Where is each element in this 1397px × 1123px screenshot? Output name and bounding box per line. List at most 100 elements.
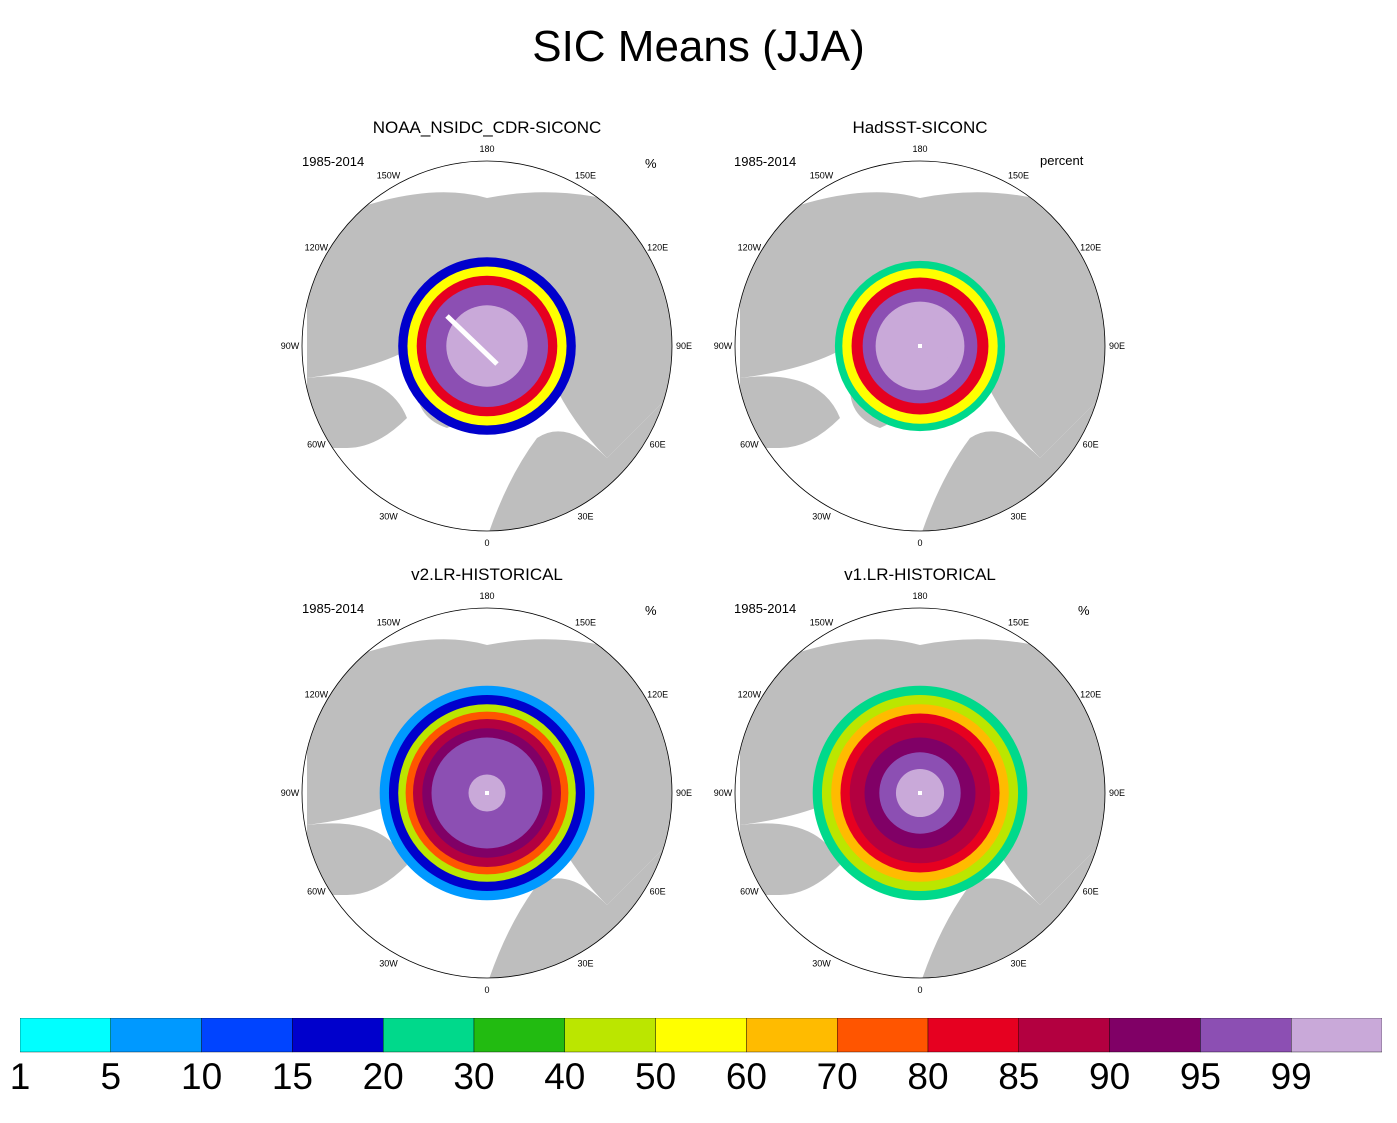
land-western-landmass [307,376,407,448]
colorbar [20,1018,1382,1053]
colorbar-bin [1109,1018,1201,1053]
panel-title: NOAA_NSIDC_CDR-SICONC [372,118,602,137]
longitude-label: 90E [676,341,692,351]
colorbar-tick-label: 50 [635,1056,677,1097]
longitude-label: 30W [812,512,831,522]
longitude-label: 150E [575,170,596,180]
longitude-label: 30E [1010,512,1026,522]
colorbar-bin [1290,1018,1382,1053]
map-clip-group [302,161,672,531]
land-western-landmass [740,376,840,448]
longitude-label: 30W [379,512,398,522]
longitude-label: 120W [738,690,762,700]
colorbar-tick-label: 99 [1270,1056,1312,1097]
map-boundary [734,160,1106,532]
map-boundary [301,607,673,979]
polar-map: 180 150E 120E 90E 60E 30E 0 30W 60W 90W 120W 150W [281,591,692,995]
longitude-label: 90E [1109,341,1125,351]
colorbar-tick-label: 10 [181,1056,223,1097]
colorbar-tick-label: 70 [816,1056,858,1097]
longitude-label: 60W [307,440,326,450]
longitude-label: 30E [577,959,593,969]
colorbar-bin [1018,1018,1110,1053]
map-panel-hadsst: HadSST-SICONC 1985-2014 percent 180 150E 1… [700,118,1140,563]
colorbar-bin [20,1018,112,1053]
colorbar-tick-label: 90 [1089,1056,1131,1097]
panel-title: v1.LR-HISTORICAL [844,565,996,584]
colorbar-bin [473,1018,566,1053]
longitude-label: 150W [810,170,834,180]
colorbar-labels: 1 5 10 15 20 30 40 50 60 70 80 85 90 95 99 [0,1056,1397,1106]
longitude-label: 30W [379,959,398,969]
longitude-label: 120E [1080,690,1101,700]
map-clip-group [735,608,1105,978]
longitude-label: 90E [1109,788,1125,798]
land-western-landmass [740,823,840,895]
longitude-label: 180 [912,144,927,154]
sea-ice-contour-99 [446,305,528,387]
polar-map: 180 150E 120E 90E 60E 30E 0 30W 60W 90W 120W 150W [281,144,692,548]
colorbar-tick-label: 15 [271,1056,313,1097]
colorbar-bin [927,1018,1020,1053]
longitude-label: 150E [1008,617,1029,627]
longitude-label: 150W [377,617,401,627]
longitude-label: 150E [575,617,596,627]
longitude-label: 30W [812,959,831,969]
longitude-label: 150E [1008,170,1029,180]
colorbar-tick-label: 80 [907,1056,949,1097]
longitude-label: 150W [377,170,401,180]
panel-units: % [645,603,657,618]
land-northern-continents [740,192,1105,458]
chart-title: SIC Means (JJA) [532,22,865,71]
panel-period: 1985-2014 [302,601,365,616]
colorbar-bin [564,1018,656,1053]
land-northern-continents [740,639,1105,905]
panel-units: % [1078,603,1090,618]
longitude-label: 60W [307,887,326,897]
colorbar-bin [383,1018,475,1053]
longitude-label: 120E [647,690,668,700]
colorbar-tick-label: 40 [544,1056,586,1097]
panel-title: HadSST-SICONC [852,118,988,137]
pole-hole [485,791,489,795]
longitude-label: 150W [810,617,834,627]
longitude-label: 90W [281,788,300,798]
longitude-label: 60W [740,887,759,897]
longitude-label: 60W [740,440,759,450]
longitude-label: 60E [650,887,666,897]
colorbar-tick-label: 30 [453,1056,495,1097]
longitude-label: 90E [676,788,692,798]
colorbar-tick-label: 60 [725,1056,767,1097]
longitude-label: 180 [912,591,927,601]
longitude-label: 180 [479,591,494,601]
longitude-label: 0 [917,538,922,548]
longitude-label: 0 [484,985,489,995]
panel-period: 1985-2014 [734,154,797,169]
map-boundary [734,607,1106,979]
colorbar-tick-label: 95 [1179,1056,1221,1097]
colorbar-bin [837,1018,929,1053]
panel-units: % [645,156,657,171]
map-boundary [301,160,673,532]
map-panel-noaa: NOAA_NSIDC_CDR-SICONC 1985-2014 % 180 150… [267,118,707,563]
panel-title: v2.LR-HISTORICAL [411,565,563,584]
longitude-label: 90W [714,788,733,798]
longitude-label: 60E [650,440,666,450]
colorbar-tick-label: 85 [998,1056,1040,1097]
longitude-label: 60E [1083,887,1099,897]
land-northern-continents [307,192,672,458]
longitude-label: 30E [577,512,593,522]
map-clip-group [302,608,672,978]
land-western-landmass [307,823,407,895]
colorbar-bin [746,1018,838,1053]
longitude-label: 120E [1080,243,1101,253]
colorbar-bin [292,1018,384,1053]
panel-period: 1985-2014 [734,601,797,616]
colorbar-bin [110,1018,202,1053]
map-panel-v2: v2.LR-HISTORICAL 1985-2014 % 180 150E 120E… [267,565,707,1010]
polar-map: 180 150E 120E 90E 60E 30E 0 30W 60W 90W 120W 150W [714,591,1125,995]
longitude-label: 0 [917,985,922,995]
colorbar-bin [201,1018,293,1053]
panel-units: percent [1040,153,1084,168]
longitude-label: 120W [305,690,329,700]
